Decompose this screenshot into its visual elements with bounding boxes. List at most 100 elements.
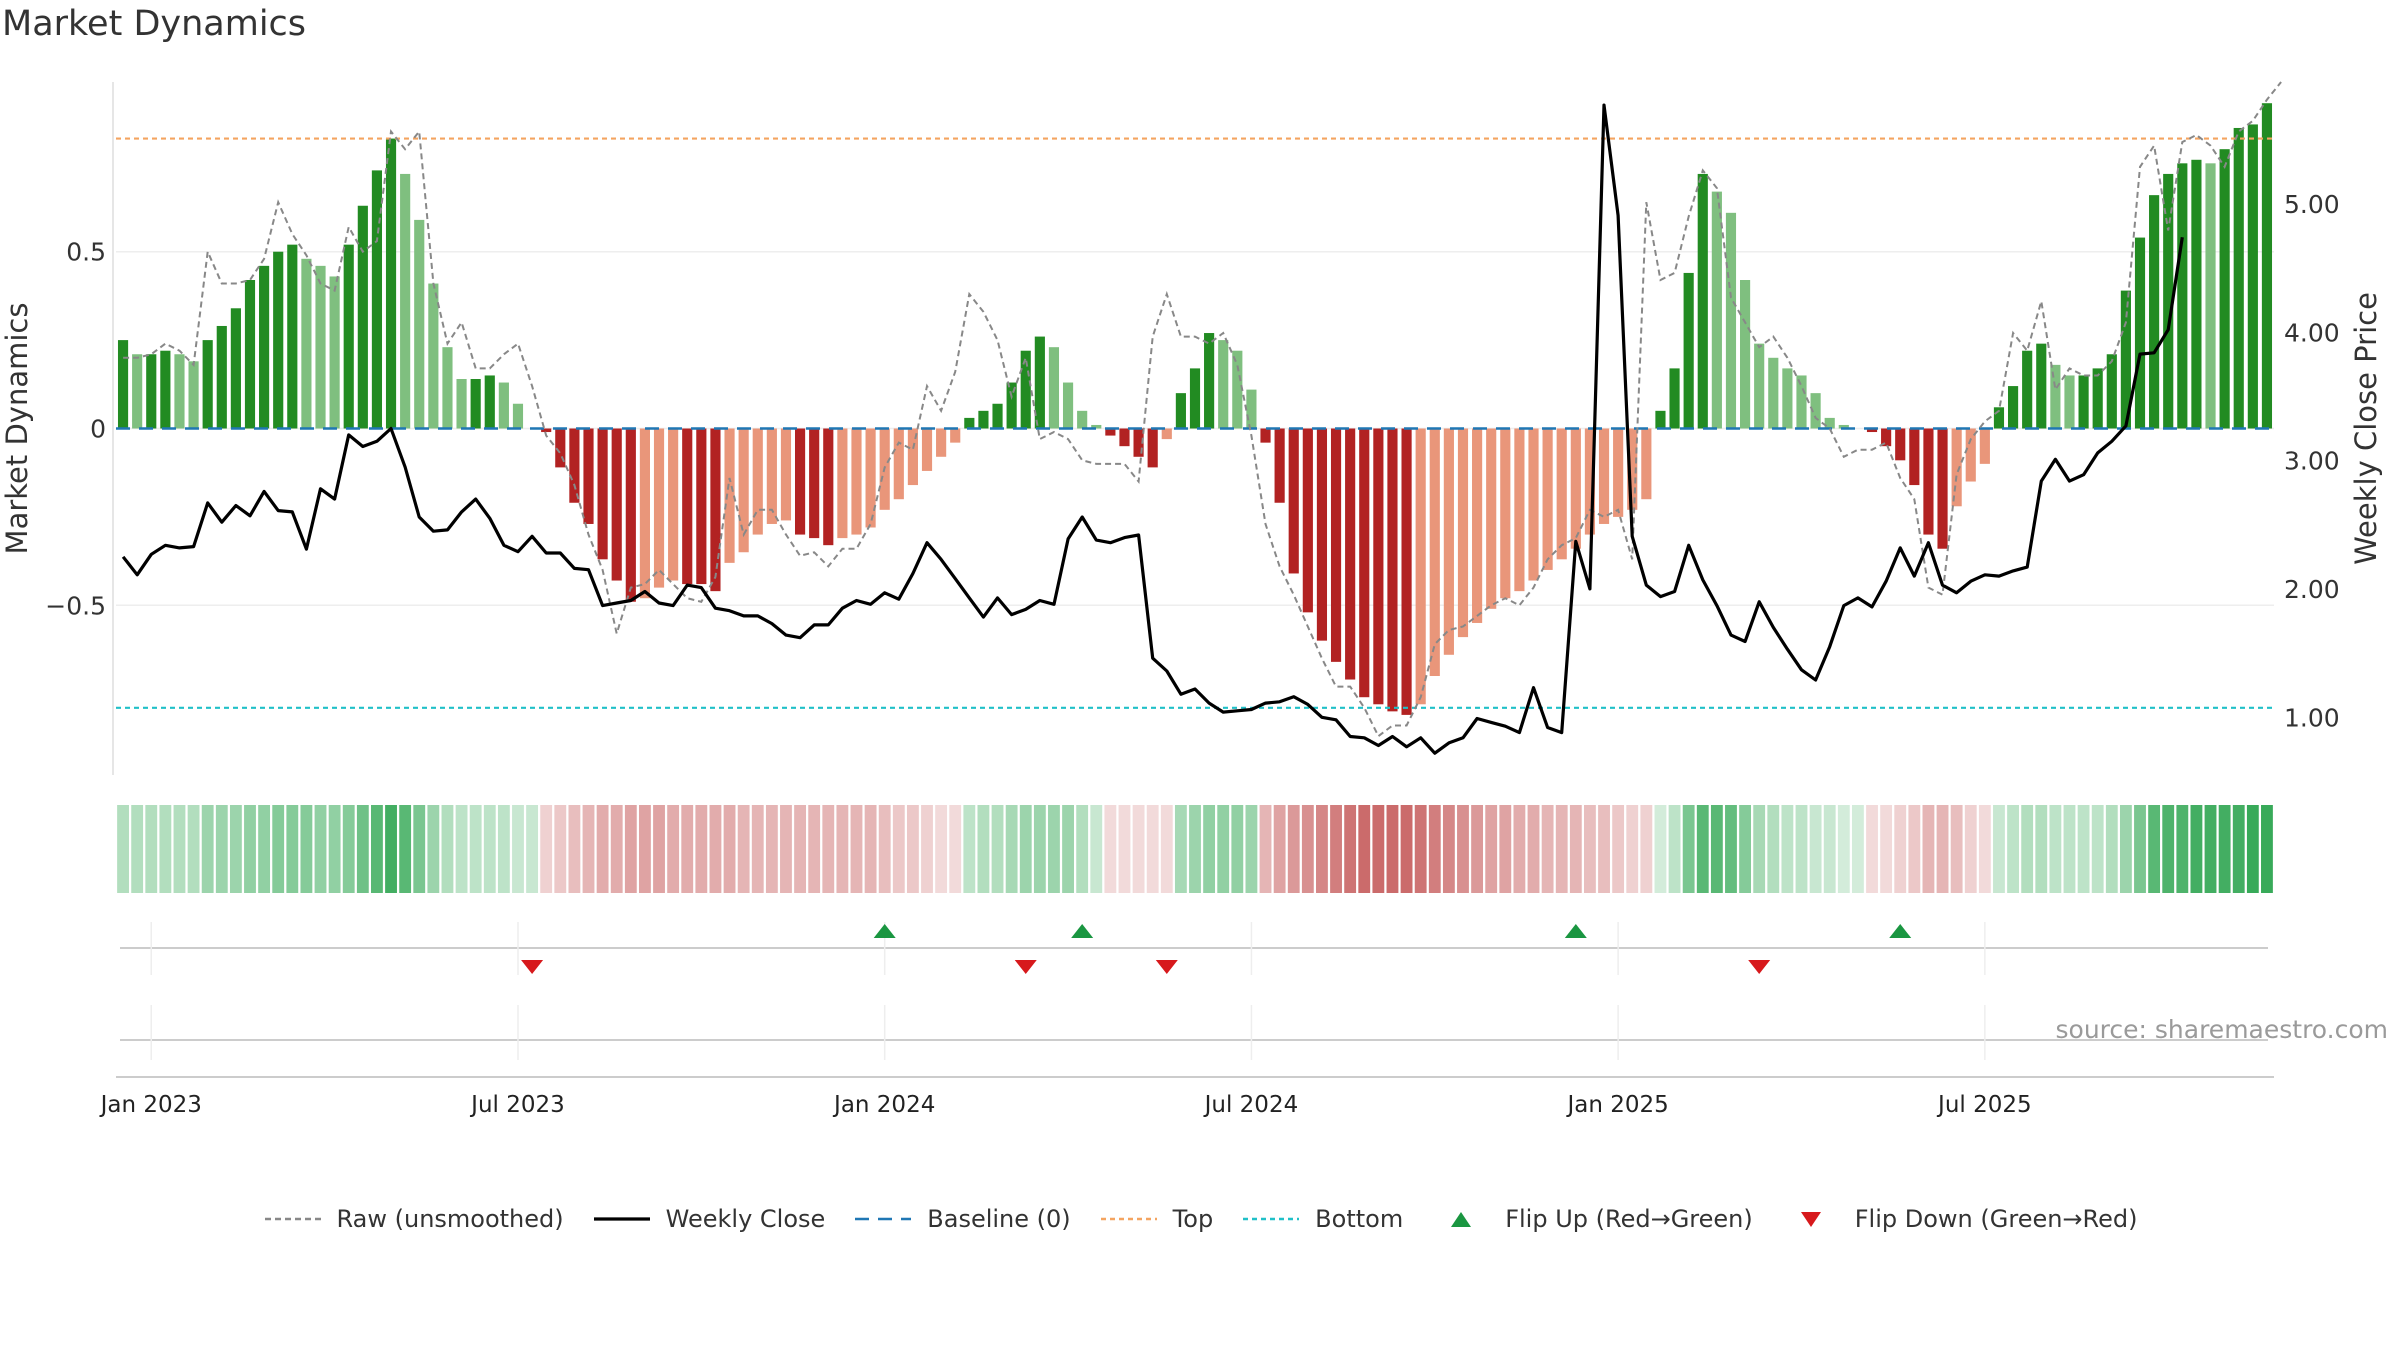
- legend-label: Weekly Close: [665, 1205, 826, 1233]
- dynamics-bar: [1147, 428, 1158, 468]
- regime-cell: [1386, 805, 1399, 893]
- regime-cell: [1823, 805, 1836, 893]
- dynamics-bar: [1034, 336, 1045, 429]
- dynamics-bar: [512, 403, 524, 429]
- regime-cell: [1725, 805, 1737, 893]
- dynamics-bar: [1838, 424, 1849, 429]
- source-credit: source: sharemaestro.com: [2055, 1015, 2389, 1044]
- dynamics-bar: [1570, 428, 1581, 549]
- dynamics-bar: [964, 417, 975, 429]
- regime-cell: [638, 805, 651, 893]
- dynamics-bar: [1979, 428, 1990, 464]
- regime-cell: [1739, 805, 1752, 893]
- regime-cell: [229, 805, 242, 893]
- regime-cell: [653, 805, 665, 893]
- right-axis-label: Weekly Close Price: [2349, 292, 2383, 565]
- dynamics-bar: [1359, 428, 1370, 698]
- x-tick-label: Jan 2025: [1565, 1092, 1668, 1118]
- dynamics-bar: [1683, 272, 1694, 429]
- main-panel: 0.5 0 −0.5 5.00 4.00 3.00 2.00 1.00 Market Dynam…: [0, 81, 2383, 775]
- regime-cell: [1287, 805, 1300, 893]
- dynamics-bar: [1866, 428, 1878, 433]
- dynamics-bar: [724, 428, 735, 563]
- regime-cell: [1231, 805, 1244, 893]
- regime-cell: [624, 805, 637, 893]
- regime-cell: [1400, 805, 1413, 893]
- regime-cell: [2162, 805, 2175, 893]
- dynamics-bar: [1373, 428, 1384, 705]
- dynamics-bar: [1993, 407, 2005, 429]
- dynamics-bar: [117, 340, 129, 429]
- dynamics-bar: [1330, 428, 1342, 662]
- legend-label: Flip Down (Green→Red): [1854, 1205, 2138, 1233]
- dynamics-bar: [1514, 428, 1525, 592]
- dynamics-bar: [1062, 382, 1074, 429]
- legend-item-flip_down: Flip Down (Green→Red): [1781, 1205, 2138, 1233]
- dynamics-bar: [1824, 417, 1835, 429]
- dynamics-bar: [484, 375, 495, 429]
- regime-cell: [258, 805, 271, 893]
- dynamics-bar: [1345, 428, 1356, 680]
- legend-label: Bottom: [1315, 1205, 1404, 1233]
- dynamics-bar: [1613, 428, 1624, 517]
- dynamics-bar: [653, 428, 665, 588]
- regime-cell: [667, 805, 680, 893]
- dynamics-bar: [456, 379, 467, 429]
- regime-cell: [483, 805, 496, 893]
- dynamics-bar: [2247, 124, 2258, 429]
- dynamics-bar: [2106, 354, 2117, 429]
- dynamics-bar: [611, 428, 622, 581]
- dynamics-bar: [1951, 428, 1962, 507]
- regime-cell: [1442, 805, 1455, 893]
- regime-cell: [2190, 805, 2203, 893]
- regime-cell: [1964, 805, 1977, 893]
- dynamics-bar: [385, 138, 397, 429]
- dynamics-bar: [1556, 428, 1567, 560]
- regime-cell: [1090, 805, 1103, 893]
- regime-cell: [399, 805, 412, 893]
- regime-cell: [1118, 805, 1131, 893]
- regime-cell: [836, 805, 849, 893]
- legend-label: Raw (unsmoothed): [336, 1205, 564, 1233]
- regime-cell: [201, 805, 214, 893]
- dynamics-bar: [1881, 428, 1892, 447]
- regime-cell: [864, 805, 877, 893]
- legend-marker-up: [1451, 1212, 1472, 1227]
- regime-cell: [878, 805, 891, 893]
- dynamics-bar: [2036, 343, 2047, 429]
- dynamics-bar: [1937, 428, 1948, 549]
- dynamics-bar: [2120, 290, 2131, 429]
- regime-cell: [159, 805, 172, 893]
- dynamics-bar: [343, 244, 354, 429]
- regime-cell: [1203, 805, 1216, 893]
- flip-up-marker: [1071, 924, 1094, 938]
- regime-cell: [2232, 805, 2245, 893]
- dynamics-bar: [837, 428, 848, 539]
- legend-label: Flip Up (Red→Green): [1505, 1205, 1753, 1233]
- regime-cell: [1372, 805, 1385, 893]
- legend-item-baseline: Baseline (0): [853, 1205, 1071, 1233]
- dynamics-bar: [950, 428, 961, 443]
- dynamics-bar: [809, 428, 820, 539]
- dynamics-bar: [1768, 357, 1779, 429]
- legend-item-raw: Raw (unsmoothed): [263, 1205, 564, 1233]
- regime-cell: [1837, 805, 1850, 893]
- regime-cell: [2007, 805, 2019, 893]
- regime-cell: [314, 805, 327, 893]
- dynamics-bar: [1232, 350, 1243, 429]
- dynamics-bar: [1500, 428, 1511, 599]
- dynamics-bar: [287, 244, 298, 429]
- dynamics-bar: [1472, 428, 1483, 623]
- dynamics-bar: [752, 428, 763, 535]
- dynamics-bar: [1895, 428, 1906, 461]
- regime-cell: [385, 805, 397, 893]
- dynamics-bar: [1006, 382, 1017, 429]
- right-tick-label: 5.00: [2284, 190, 2340, 219]
- regime-cell: [1640, 805, 1653, 893]
- regime-cell: [1005, 805, 1018, 893]
- dynamics-bar: [738, 428, 749, 553]
- regime-cell: [1160, 805, 1173, 893]
- dynamics-bar: [1754, 343, 1765, 429]
- regime-cell: [1513, 805, 1526, 893]
- regime-cell: [1048, 805, 1060, 893]
